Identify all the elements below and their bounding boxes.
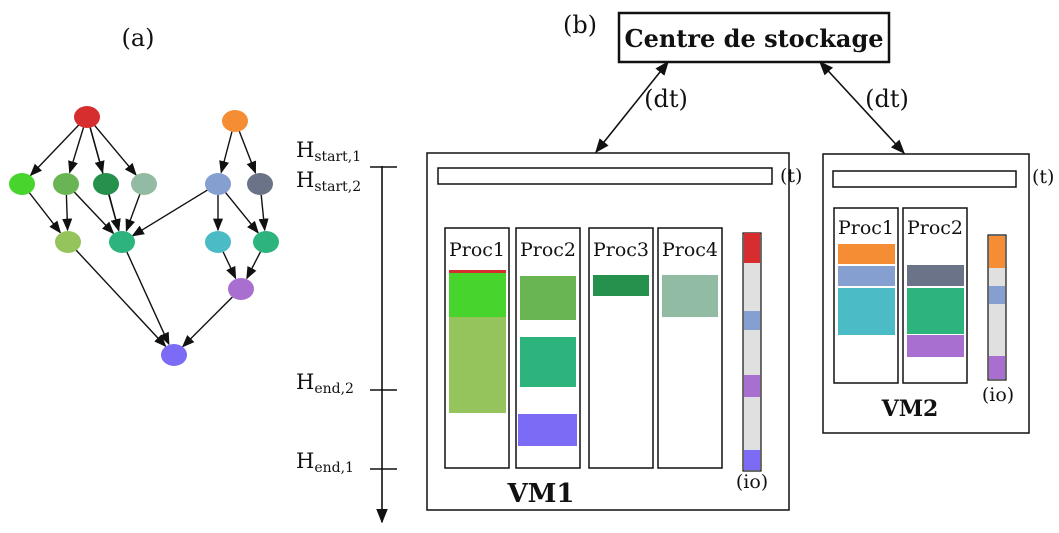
dag-edge-n4-n10 — [73, 191, 115, 235]
vm2-io-block-3 — [989, 356, 1005, 379]
vm1-proc2-task-3 — [518, 414, 577, 446]
dag-node-n4 — [53, 173, 79, 195]
storage-box — [617, 11, 891, 64]
dag-node-n5 — [93, 173, 119, 195]
dag-edge-n11-n13 — [222, 251, 237, 280]
vm1-io-block-3 — [744, 375, 760, 397]
vm1-proc1-label: Proc1 — [449, 239, 505, 261]
dag-edge-n1-n4 — [68, 127, 85, 174]
vm1-proc2-task-1 — [520, 276, 576, 320]
vm1-proc1-task-3 — [449, 317, 506, 413]
vm2-proc2-label: Proc2 — [907, 217, 963, 239]
vm1-proc3-label: Proc3 — [593, 239, 649, 261]
dag-edge-n4-n9 — [62, 194, 73, 232]
dag-node-n10 — [109, 231, 135, 253]
vm1-t-label: (t) — [780, 165, 802, 187]
panel-a-label: (a) — [121, 24, 154, 52]
vm1-proc4-label: Proc4 — [662, 239, 718, 261]
vm1-io-block-4 — [744, 450, 760, 470]
vm1-io-block-1 — [744, 233, 760, 263]
vm2-io-block-1 — [989, 236, 1005, 268]
dag-node-n12 — [253, 231, 279, 253]
dag-nodes — [9, 106, 279, 366]
dag-node-n7 — [205, 173, 231, 195]
panel-a: (a) — [9, 24, 279, 366]
dag-node-n3 — [9, 173, 35, 195]
dag-edge-n6-n10 — [125, 194, 141, 232]
dag-node-n6 — [131, 173, 157, 195]
dt-arrow-vm2 — [819, 60, 905, 155]
dag-node-n14 — [161, 344, 187, 366]
vm2-proc2-task-1 — [907, 265, 964, 286]
vm2-proc2-task-3 — [907, 335, 964, 357]
label-h-end-2: Hend,2 — [296, 370, 354, 397]
vm2-io-block-2 — [989, 286, 1005, 304]
dt-label-vm2: (dt) — [865, 85, 909, 113]
dag-edge-n10-n14 — [126, 251, 170, 346]
vm1-proc3-task-1 — [593, 275, 649, 296]
vm2: (t) Proc1 Proc2 (io) VM2 — [822, 153, 1054, 434]
vm1-proc1-task-2 — [449, 273, 506, 317]
vm2-transfer-bar — [832, 170, 1017, 188]
vm1-proc2-task-2 — [520, 337, 576, 387]
label-h-end-1: Hend,1 — [296, 449, 354, 476]
dag-edge-n12-n13 — [246, 251, 262, 280]
vm1-io-block-2 — [744, 311, 760, 330]
dag-edge-n2-n8 — [238, 130, 257, 175]
panel-b-label: (b) — [563, 11, 597, 39]
vm1-proc2-label: Proc2 — [520, 239, 576, 261]
vm1-name: VM1 — [506, 479, 574, 509]
dag-edge-n3-n9 — [28, 192, 62, 234]
dag-edge-n13-n14 — [181, 296, 234, 348]
dag-edge-n1-n6 — [94, 124, 137, 176]
vm2-name: VM2 — [881, 396, 939, 422]
dag-node-n13 — [228, 278, 254, 300]
vm1: (t) Proc1 Proc2 Proc3 Proc4 — [426, 152, 802, 511]
vm2-proc1-task-2 — [838, 266, 895, 286]
label-h-start-1: Hstart,1 — [296, 138, 361, 165]
dag-edge-n2-n7 — [219, 131, 233, 174]
vm2-proc1-label: Proc1 — [838, 217, 894, 239]
dag-node-n11 — [205, 231, 231, 253]
storage-label: Centre de stockage — [624, 24, 883, 53]
vm2-t-label: (t) — [1032, 166, 1054, 188]
vm2-proc2-task-2 — [907, 288, 964, 334]
dag-edge-n5-n10 — [108, 194, 121, 232]
vm2-proc1-task-3 — [838, 288, 895, 335]
vm2-proc1-task-1 — [838, 244, 895, 264]
dag-edge-n7-n12 — [224, 192, 259, 234]
vm1-proc4-task-1 — [662, 275, 718, 317]
vm2-io-label: (io) — [982, 384, 1014, 406]
dt-arrow-vm1 — [595, 60, 669, 154]
vm1-io-bar — [742, 232, 762, 472]
label-h-start-2: Hstart,2 — [296, 168, 361, 195]
dt-label-vm1: (dt) — [644, 85, 688, 113]
vm1-io-label: (io) — [736, 471, 768, 493]
dag-edge-n8-n12 — [258, 194, 269, 232]
dag-node-n1 — [74, 106, 100, 128]
vm1-proc3-column — [588, 227, 654, 469]
dag-node-n8 — [247, 173, 273, 195]
panel-b: (b) Centre de stockage (dt) (dt) Hstart,… — [296, 11, 1054, 524]
dag-edge-n7-n10 — [131, 189, 209, 237]
vm2-io-bar — [987, 234, 1007, 381]
vm1-proc4-column — [657, 227, 723, 469]
vm1-transfer-bar — [437, 167, 773, 185]
dag-edge-n9-n14 — [75, 249, 167, 348]
dag-edge-n1-n3 — [29, 124, 80, 177]
dag-node-n9 — [55, 231, 81, 253]
dag-node-n2 — [222, 110, 248, 132]
